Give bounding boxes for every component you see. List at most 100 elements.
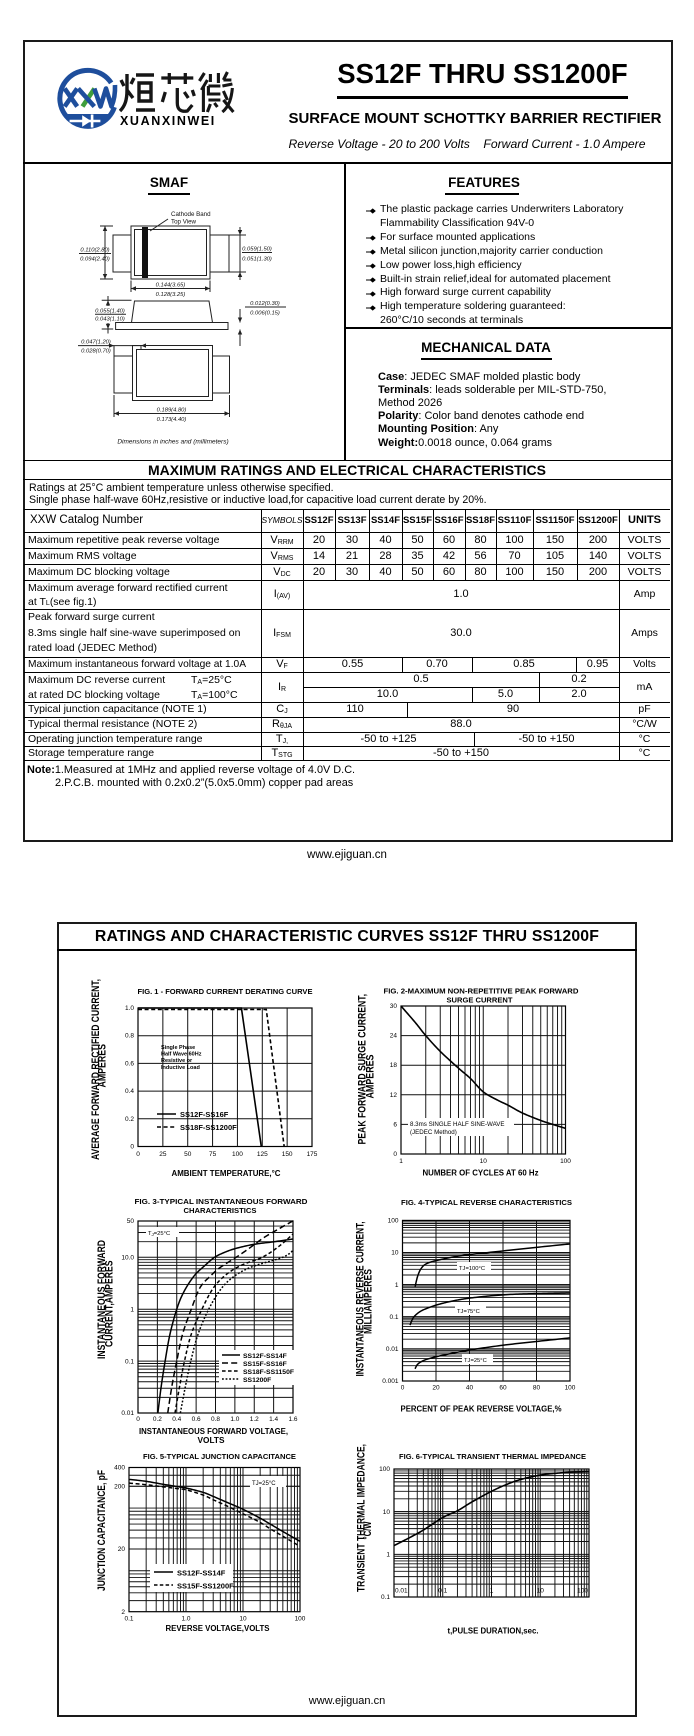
svg-text:PERCENT OF PEAK REVERSE VOLTAG: PERCENT OF PEAK REVERSE VOLTAGE,% bbox=[401, 1404, 562, 1413]
svg-text:0.2: 0.2 bbox=[153, 1416, 162, 1423]
svg-text:100: 100 bbox=[388, 1218, 399, 1225]
svg-text:0.8: 0.8 bbox=[211, 1416, 220, 1423]
svg-text:0.2: 0.2 bbox=[125, 1116, 134, 1123]
svg-text:0.1: 0.1 bbox=[381, 1594, 390, 1601]
svg-text:FIG. 4-TYPICAL REVERSE CHARACT: FIG. 4-TYPICAL REVERSE CHARACTERISTICS bbox=[401, 1198, 572, 1207]
svg-text:150: 150 bbox=[282, 1151, 293, 1158]
svg-text:0.01: 0.01 bbox=[121, 1410, 134, 1417]
svg-text:SS15F-SS1200F: SS15F-SS1200F bbox=[177, 1582, 234, 1591]
svg-text:Dimensions in inches and (mill: Dimensions in inches and (millimeters) bbox=[117, 439, 228, 446]
svg-text:30: 30 bbox=[390, 1003, 398, 1010]
svg-text:1: 1 bbox=[386, 1552, 390, 1559]
svg-text:18: 18 bbox=[390, 1062, 398, 1069]
svg-text:1.0: 1.0 bbox=[230, 1416, 239, 1423]
svg-text:JUNCTION CAPACITANCE, pF: JUNCTION CAPACITANCE, pF bbox=[96, 1470, 108, 1591]
svg-text:10: 10 bbox=[383, 1509, 391, 1516]
svg-text:PEAK FORWARD SURGE CURRENT,: PEAK FORWARD SURGE CURRENT, bbox=[357, 994, 369, 1145]
svg-text:0: 0 bbox=[136, 1151, 140, 1158]
svg-text:AMPERES: AMPERES bbox=[365, 1055, 377, 1099]
svg-text:INSTANTANEOUS REVERSE CURRENT,: INSTANTANEOUS REVERSE CURRENT, bbox=[355, 1222, 367, 1377]
svg-text:0.1: 0.1 bbox=[124, 1616, 133, 1623]
svg-text:0.4: 0.4 bbox=[172, 1416, 181, 1423]
svg-text:SS12F-SS14F: SS12F-SS14F bbox=[177, 1569, 226, 1578]
svg-text:10: 10 bbox=[239, 1616, 247, 1623]
svg-text:0: 0 bbox=[130, 1144, 134, 1151]
svg-text:8.3ms SINGLE HALF SINE-WAVE: 8.3ms SINGLE HALF SINE-WAVE bbox=[410, 1121, 505, 1128]
svg-text:MILLIAMPERES: MILLIAMPERES bbox=[363, 1269, 375, 1334]
svg-text:0.059(1.50): 0.059(1.50) bbox=[242, 247, 272, 253]
svg-text:6: 6 bbox=[393, 1121, 397, 1128]
svg-text:0.189(4.80): 0.189(4.80) bbox=[157, 408, 187, 414]
svg-text:0: 0 bbox=[393, 1151, 397, 1158]
svg-text:0.6: 0.6 bbox=[192, 1416, 201, 1423]
svg-text:SS1200F: SS1200F bbox=[243, 1377, 271, 1384]
svg-text:80: 80 bbox=[533, 1385, 541, 1392]
svg-text:100: 100 bbox=[232, 1151, 243, 1158]
svg-text:0.055(1.40): 0.055(1.40) bbox=[95, 309, 125, 315]
svg-text:1.2: 1.2 bbox=[250, 1416, 259, 1423]
svg-text:0.01: 0.01 bbox=[386, 1346, 399, 1353]
svg-text:20: 20 bbox=[118, 1546, 126, 1553]
svg-text:20: 20 bbox=[432, 1385, 440, 1392]
svg-text:FIG. 2-MAXIMUM NON-REPETITIVE: FIG. 2-MAXIMUM NON-REPETITIVE PEAK FORWA… bbox=[384, 987, 579, 996]
svg-text:SS15F-SS16F: SS15F-SS16F bbox=[243, 1361, 287, 1368]
svg-text:1: 1 bbox=[490, 1588, 494, 1595]
svg-text:0.4: 0.4 bbox=[125, 1088, 134, 1095]
svg-text:100: 100 bbox=[560, 1158, 571, 1165]
svg-text:100: 100 bbox=[295, 1616, 306, 1623]
svg-text:1: 1 bbox=[130, 1306, 134, 1313]
svg-text:0: 0 bbox=[401, 1385, 405, 1392]
svg-text:2: 2 bbox=[121, 1609, 125, 1616]
svg-text:FIG. 5-TYPICAL JUNCTION CAPACI: FIG. 5-TYPICAL JUNCTION CAPACITANCE bbox=[143, 1452, 296, 1461]
svg-text:TJ=25°C: TJ=25°C bbox=[148, 1231, 170, 1237]
svg-text:100: 100 bbox=[577, 1588, 588, 1595]
svg-text:0: 0 bbox=[136, 1416, 140, 1423]
svg-text:AMPERES: AMPERES bbox=[97, 1044, 109, 1088]
svg-text:SS18F-SS1150F: SS18F-SS1150F bbox=[243, 1369, 294, 1376]
svg-text:FIG. 6-TYPICAL TRANSIENT THERM: FIG. 6-TYPICAL TRANSIENT THERMAL IMPEDAN… bbox=[399, 1452, 586, 1461]
svg-text:1: 1 bbox=[395, 1282, 399, 1289]
svg-text:Single Phase: Single Phase bbox=[161, 1045, 195, 1051]
svg-text:TJ=75°C: TJ=75°C bbox=[457, 1309, 480, 1315]
svg-text:10: 10 bbox=[537, 1588, 545, 1595]
svg-text:FIG. 1 - FORWARD CURRENT DERAT: FIG. 1 - FORWARD CURRENT DERATING CURVE bbox=[138, 987, 313, 996]
svg-text:100: 100 bbox=[379, 1466, 390, 1473]
svg-text:1.0: 1.0 bbox=[181, 1616, 190, 1623]
svg-text:AVERAGE FORWARD RECTIFIED CURR: AVERAGE FORWARD RECTIFIED CURRENT, bbox=[90, 979, 102, 1160]
svg-text:0.001: 0.001 bbox=[382, 1378, 399, 1385]
svg-text:TJ=25°C: TJ=25°C bbox=[252, 1481, 276, 1487]
svg-text:AMBIENT TEMPERATURE,°C: AMBIENT TEMPERATURE,°C bbox=[172, 1169, 281, 1178]
svg-text:Half Wave 60Hz: Half Wave 60Hz bbox=[161, 1052, 202, 1058]
svg-text:0.028(0.70): 0.028(0.70) bbox=[81, 348, 111, 354]
svg-text:INSTANTANEOUS FORWARD VOLTAGE,: INSTANTANEOUS FORWARD VOLTAGE, bbox=[139, 1427, 288, 1436]
svg-text:TRANSIENT THERMAL IMPEDANCE,: TRANSIENT THERMAL IMPEDANCE, bbox=[356, 1444, 368, 1592]
svg-text:125: 125 bbox=[257, 1151, 268, 1158]
svg-text:CURRENT,AMPERES: CURRENT,AMPERES bbox=[104, 1261, 116, 1348]
svg-text:10: 10 bbox=[391, 1250, 399, 1257]
svg-text:NUMBER OF CYCLES AT 60 Hz: NUMBER OF CYCLES AT 60 Hz bbox=[423, 1168, 539, 1177]
svg-text:t,PULSE DURATION,sec.: t,PULSE DURATION,sec. bbox=[448, 1627, 539, 1636]
svg-text:1: 1 bbox=[399, 1158, 403, 1165]
svg-text:0.051(1.30): 0.051(1.30) bbox=[242, 257, 272, 263]
svg-text:24: 24 bbox=[390, 1033, 398, 1040]
svg-text:Resistive or: Resistive or bbox=[161, 1058, 193, 1064]
svg-text:0.110(2.80): 0.110(2.80) bbox=[80, 248, 109, 254]
svg-text:0.128(3.25): 0.128(3.25) bbox=[156, 292, 186, 298]
svg-text:CHARACTERISTICS: CHARACTERISTICS bbox=[184, 1206, 257, 1215]
svg-text:REVERSE VOLTAGE,VOLTS: REVERSE VOLTAGE,VOLTS bbox=[166, 1624, 271, 1633]
svg-text:0.094(2.40): 0.094(2.40) bbox=[80, 257, 110, 263]
svg-text:(JEDEC Method): (JEDEC Method) bbox=[410, 1129, 457, 1136]
svg-text:TJ=100°C: TJ=100°C bbox=[459, 1266, 485, 1272]
svg-text:0.012(0.30): 0.012(0.30) bbox=[250, 301, 280, 307]
svg-text:0.1: 0.1 bbox=[125, 1358, 134, 1365]
svg-text:0.006(0.15): 0.006(0.15) bbox=[250, 311, 280, 317]
svg-text:SS18F-SS1200F: SS18F-SS1200F bbox=[180, 1123, 237, 1132]
svg-text:SURGE CURRENT: SURGE CURRENT bbox=[447, 995, 514, 1004]
svg-text:INSTANTANEOUS FORWARD: INSTANTANEOUS FORWARD bbox=[96, 1240, 108, 1359]
svg-text:Cathode Band: Cathode Band bbox=[171, 211, 211, 218]
svg-text:TJ=25°C: TJ=25°C bbox=[464, 1358, 487, 1364]
svg-text:SS12F-SS16F: SS12F-SS16F bbox=[180, 1110, 229, 1119]
svg-text:200: 200 bbox=[114, 1484, 125, 1491]
svg-text:Top View: Top View bbox=[171, 219, 197, 226]
svg-text:0.6: 0.6 bbox=[125, 1060, 134, 1067]
